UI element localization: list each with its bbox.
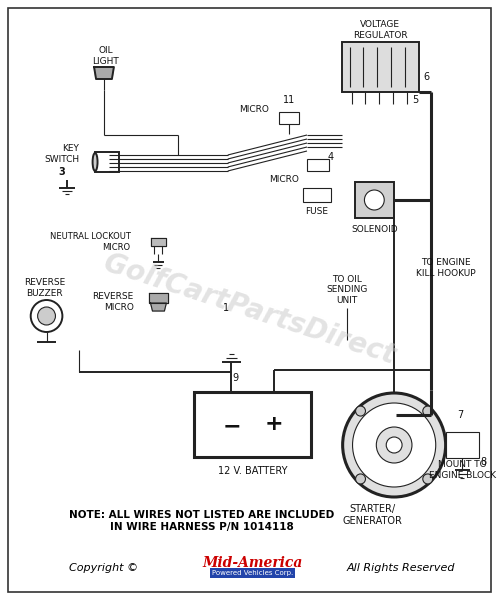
- Polygon shape: [151, 303, 166, 311]
- Text: MICRO: MICRO: [269, 175, 299, 184]
- Text: STARTER/
GENERATOR: STARTER/ GENERATOR: [342, 504, 402, 526]
- Text: GolfCartPartsDirect: GolfCartPartsDirect: [100, 250, 399, 370]
- Text: 5: 5: [412, 95, 418, 105]
- Text: OIL
LIGHT: OIL LIGHT: [93, 46, 119, 66]
- Text: 9: 9: [232, 373, 238, 383]
- Text: NEUTRAL LOCKOUT
MICRO: NEUTRAL LOCKOUT MICRO: [50, 232, 131, 252]
- Text: 12 V. BATTERY: 12 V. BATTERY: [218, 466, 287, 476]
- Bar: [342, 42, 419, 92]
- Text: 3: 3: [58, 167, 65, 177]
- Text: 6: 6: [424, 72, 430, 82]
- Circle shape: [376, 427, 412, 463]
- Text: All Rights Reserved: All Rights Reserved: [347, 563, 455, 573]
- Text: VOLTAGE
REGULATOR: VOLTAGE REGULATOR: [353, 20, 408, 40]
- Text: NOTE: ALL WIRES NOT LISTED ARE INCLUDED
IN WIRE HARNESS P/N 1014118: NOTE: ALL WIRES NOT LISTED ARE INCLUDED …: [70, 510, 335, 532]
- Text: 7: 7: [457, 410, 464, 420]
- Text: MOUNT TO
ENGINE BLOCK: MOUNT TO ENGINE BLOCK: [429, 460, 496, 480]
- Bar: [303, 188, 331, 202]
- Text: SOLENOID: SOLENOID: [351, 226, 398, 235]
- Polygon shape: [94, 67, 114, 79]
- Text: 11: 11: [283, 95, 295, 105]
- Circle shape: [364, 190, 384, 210]
- Text: 8: 8: [480, 457, 486, 467]
- Text: REVERSE
BUZZER: REVERSE BUZZER: [24, 278, 65, 298]
- Bar: [279, 112, 299, 124]
- Text: REVERSE
MICRO: REVERSE MICRO: [92, 292, 134, 312]
- Text: Mid-America: Mid-America: [202, 556, 303, 570]
- Text: MICRO: MICRO: [239, 106, 269, 115]
- Polygon shape: [151, 238, 166, 246]
- Circle shape: [356, 406, 365, 416]
- Circle shape: [356, 474, 365, 484]
- Circle shape: [423, 406, 433, 416]
- Text: FUSE: FUSE: [305, 206, 329, 215]
- Text: −: −: [222, 416, 241, 437]
- Bar: [446, 432, 479, 458]
- Circle shape: [38, 307, 55, 325]
- Text: 4: 4: [328, 152, 334, 162]
- Text: TO ENGINE
KILL HOOKUP: TO ENGINE KILL HOOKUP: [416, 258, 475, 278]
- Circle shape: [423, 474, 433, 484]
- Text: Powered Vehicles Corp.: Powered Vehicles Corp.: [212, 570, 293, 576]
- Text: 1: 1: [223, 303, 229, 313]
- Circle shape: [352, 403, 436, 487]
- Text: TO OIL
SENDING
UNIT: TO OIL SENDING UNIT: [326, 275, 367, 305]
- Polygon shape: [149, 293, 168, 303]
- Text: +: +: [264, 415, 283, 434]
- Bar: [95, 152, 119, 172]
- Bar: [194, 392, 311, 457]
- Circle shape: [386, 437, 402, 453]
- Bar: [307, 159, 329, 171]
- Circle shape: [31, 300, 62, 332]
- Text: KEY
SWITCH: KEY SWITCH: [44, 144, 79, 164]
- Ellipse shape: [93, 153, 98, 171]
- Text: Copyright ©: Copyright ©: [70, 563, 139, 573]
- Bar: [354, 182, 394, 218]
- Bar: [210, 568, 295, 578]
- Circle shape: [343, 393, 446, 497]
